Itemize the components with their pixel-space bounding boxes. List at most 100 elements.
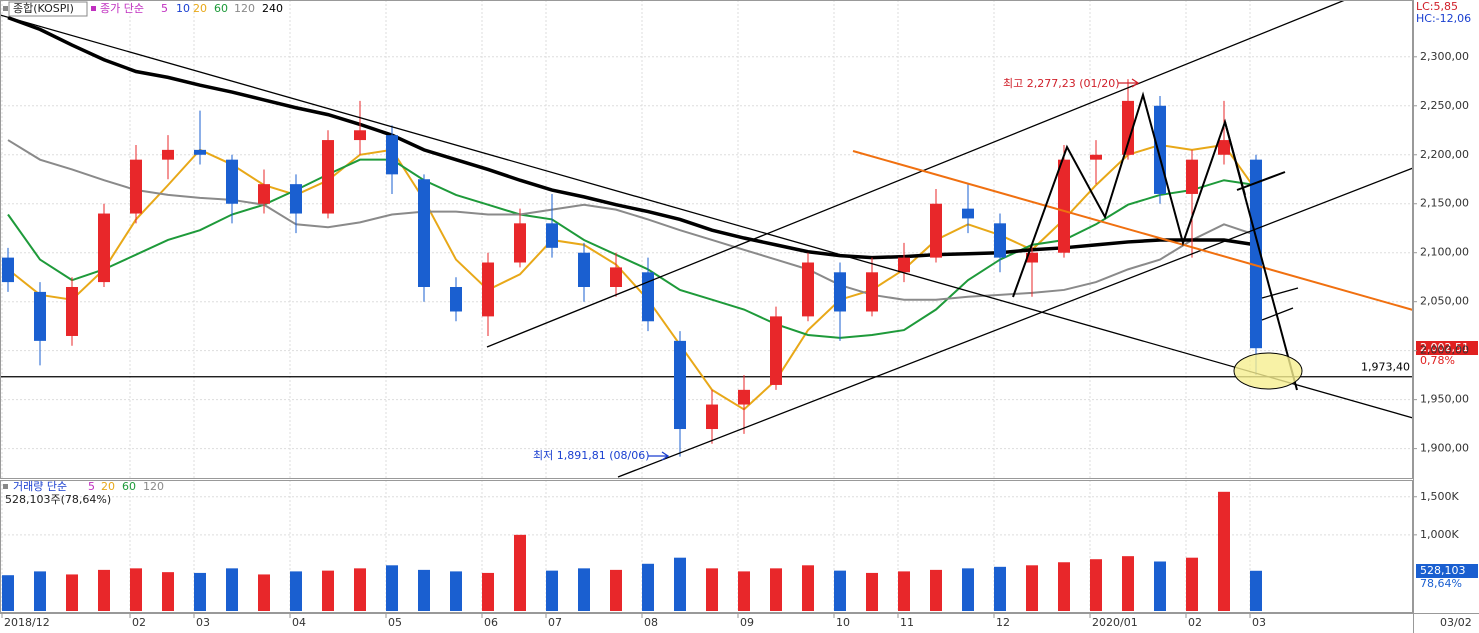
y-tick-label: 1,000K [1420,528,1459,541]
trend-line [1261,287,1299,299]
legend-entry: 240 [262,2,283,15]
trend-line [1236,171,1286,191]
volume-bar [834,570,846,611]
x-tick-label: 11 [900,616,914,629]
volume-panel [0,480,1413,613]
candle-body [194,149,206,155]
high-note: 최고 2,277,23 (01/20) [1003,77,1120,90]
volume-bar [674,557,686,611]
volume-bar [610,569,622,611]
volume-bar [962,568,974,611]
moving-average [7,158,1257,339]
moving-average [7,143,1257,411]
last-date: 03/02 [1440,616,1472,629]
legend-entry: 60 [122,480,136,493]
candle-body [98,213,110,283]
legend-entry: 5 [161,2,168,15]
x-tick-label: 09 [740,616,754,629]
volume-bar [194,572,206,611]
x-tick-label: 07 [548,616,562,629]
last-volume-pct: 78,64% [1420,577,1462,590]
volume-bar [66,574,78,611]
candle-body [1090,154,1102,160]
trend-line [0,14,1414,419]
x-tick-label: 05 [388,616,402,629]
volume-bar [354,568,366,611]
last-price-box [1416,341,1478,355]
candle-body [1026,252,1038,263]
legend-entry: 120 [234,2,255,15]
trend-lines [0,0,1414,478]
candle-body [290,184,302,214]
candle-body [930,203,942,258]
legend-icon [3,484,8,489]
volume-bar [258,574,270,611]
volume-bar [994,566,1006,611]
trend-line [1224,121,1298,391]
y-tick-label: 1,500K [1420,490,1459,503]
volume-bar [34,571,46,611]
moving-average [7,15,1257,260]
candle-body [66,286,78,336]
candle-body [482,262,494,317]
candle-body [802,262,814,317]
candle-body [706,404,718,430]
volume-bar [162,572,174,611]
volume-bar [898,571,910,611]
volume-bar [418,569,430,611]
legend-icon [3,6,8,11]
x-tick-label: 2020/01 [1092,616,1138,629]
volume-bar [1218,491,1230,611]
x-tick-label: 08 [644,616,658,629]
volume-bar [1026,565,1038,611]
arrow [648,451,670,461]
y-tick-label: 2,300,00 [1420,50,1469,63]
candle-body [450,286,462,312]
candle-body [738,389,750,405]
volume-bar [514,534,526,611]
candle-body [546,223,558,248]
volume-bar [1186,557,1198,611]
candle-body [226,159,238,204]
candle-body [386,135,398,175]
volume-bar [1058,562,1070,611]
y-tick-label: 2,050,00 [1420,295,1469,308]
volume-bar [578,568,590,611]
candle-body [1122,100,1134,155]
volume-info: 528,103주(78,64%) [5,493,111,506]
legend-entry: 20 [193,2,207,15]
last-volume-box [1416,564,1478,578]
candle-body [994,223,1006,258]
candle-body [1058,159,1070,253]
volume-bar [450,571,462,611]
x-tick-label: 03 [1252,616,1266,629]
y-tick-label: 1,950,00 [1420,393,1469,406]
moving-average [7,139,1257,301]
volume-bar [322,570,334,611]
candle-body [162,149,174,160]
y-tick-label: 2,000,00 [1420,344,1469,357]
candle-body [674,340,686,430]
candle-body [578,252,590,287]
last-price: 2,002,51 [1420,341,1469,354]
candle-body [418,179,430,287]
legend-entry: 60 [214,2,228,15]
x-tick-label: 02 [1188,616,1202,629]
candle-body [770,316,782,385]
title-box [8,1,88,17]
x-tick-label: 02 [132,616,146,629]
legend-entry: 120 [143,480,164,493]
lc-label: LC:5,85 [1416,0,1458,13]
candle-body [354,130,366,141]
volume-legend-label: 거래량 단순 [13,480,67,493]
legend-entry: 5 [88,480,95,493]
legend-entry: 10 [176,2,190,15]
support-label: 1,973,40 [1361,361,1410,374]
x-tick-label: 06 [484,616,498,629]
volume-bar [482,572,494,611]
volume-bar [706,568,718,611]
volume-bar [98,569,110,611]
volume-bar [546,570,558,611]
candle-body [1218,140,1230,155]
